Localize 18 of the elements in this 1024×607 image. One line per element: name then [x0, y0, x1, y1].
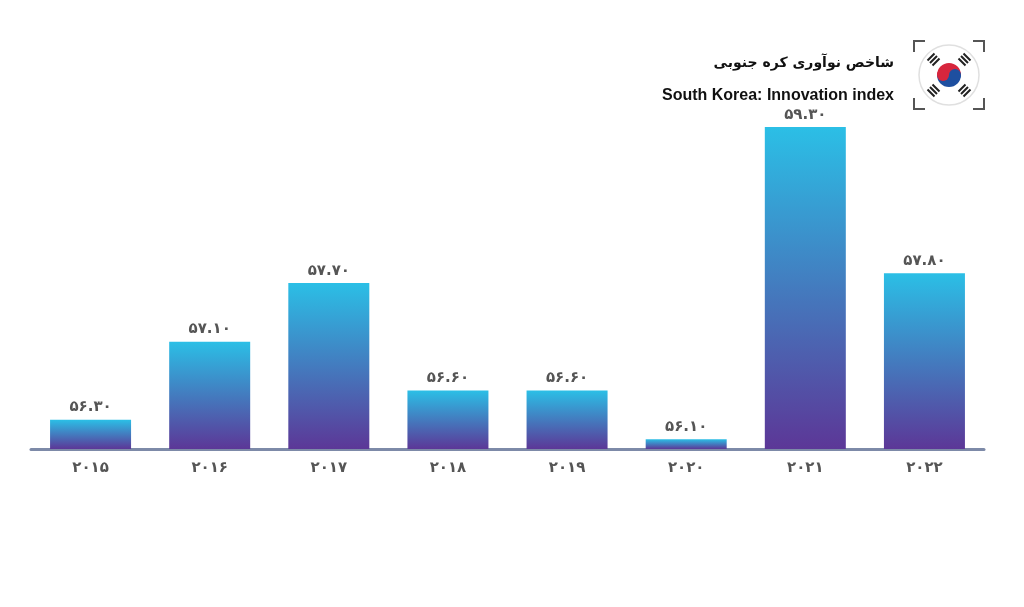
chart-subtitle: South Korea: Innovation index	[661, 85, 895, 103]
data-label: ۵۷.۷۰	[307, 260, 350, 279]
x-tick-label: ۲۰۱۵	[72, 457, 109, 476]
x-tick-label: ۲۰۲۱	[787, 457, 824, 476]
chart-title: شاخص نوآوری کره جنوبی	[713, 53, 895, 71]
data-label: ۵۶.۱۰	[665, 416, 708, 435]
data-label: ۵۶.۶۰	[426, 367, 470, 386]
data-label: ۵۷.۸۰	[903, 250, 946, 269]
data-label: ۵۹.۳۰	[784, 104, 827, 123]
data-label: ۵۷.۱۰	[188, 319, 231, 338]
data-label: ۵۶.۶۰	[545, 367, 589, 386]
x-tick-label: ۲۰۲۰	[667, 457, 705, 476]
x-tick-label: ۲۰۱۹	[548, 457, 586, 476]
x-tick-label: ۲۰۱۶	[191, 457, 228, 476]
x-tick-label: ۲۰۱۸	[429, 457, 467, 476]
data-label: ۵۶.۳۰	[69, 397, 112, 416]
x-tick-label: ۲۰۲۲	[906, 457, 943, 476]
x-tick-label: ۲۰۱۷	[310, 457, 348, 476]
